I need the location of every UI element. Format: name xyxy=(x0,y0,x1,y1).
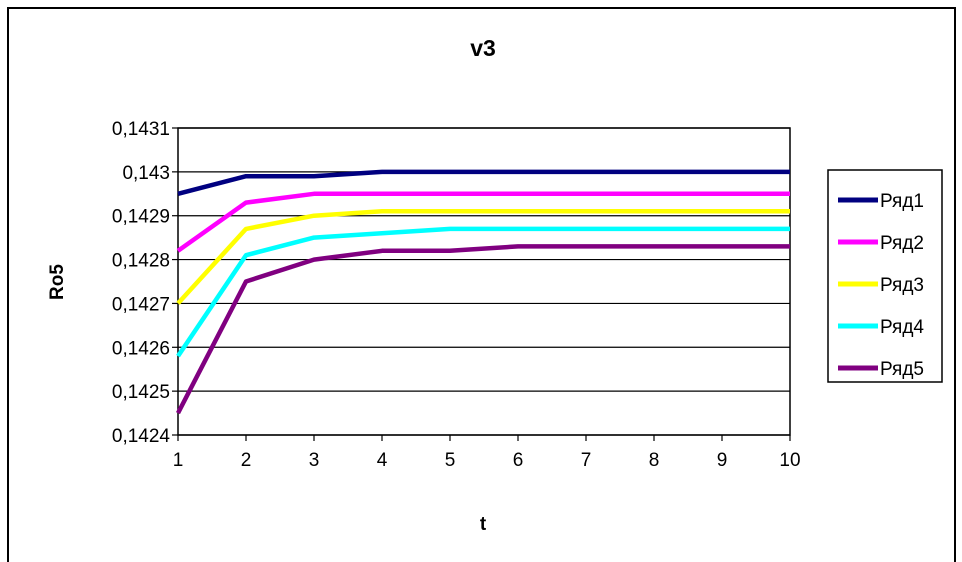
chart-border xyxy=(7,7,956,562)
x-tick-label: 1 xyxy=(173,450,184,471)
legend-label: Ряд3 xyxy=(880,275,924,296)
legend-label: Ряд1 xyxy=(880,191,924,212)
y-tick-label: 0,1426 xyxy=(112,338,170,359)
legend: Ряд1 Ряд2 Ряд3 Ряд4 Ряд5 xyxy=(827,169,943,383)
y-tick-label: 0,1428 xyxy=(112,251,170,272)
y-tick-label: 0,143 xyxy=(122,163,170,184)
x-tick-label: 5 xyxy=(445,450,456,471)
legend-label: Ряд4 xyxy=(880,317,924,338)
y-tick-label: 0,1431 xyxy=(112,119,170,140)
series-line-1 xyxy=(177,169,790,196)
chart-title: v3 xyxy=(470,35,496,61)
x-tick-label: 6 xyxy=(513,450,524,471)
y-tick-label: 0,1424 xyxy=(112,426,171,447)
x-axis-label: t xyxy=(480,514,487,535)
legend-box xyxy=(827,169,943,383)
x-tick-label: 9 xyxy=(717,450,728,471)
y-axis-label: Ro5 xyxy=(47,264,68,300)
plot-area xyxy=(177,127,791,436)
x-tick-label: 2 xyxy=(241,450,252,471)
series-line-3 xyxy=(176,209,790,305)
series-line-4 xyxy=(176,226,790,358)
y-tick-label: 0,1427 xyxy=(112,294,170,315)
legend-label: Ряд5 xyxy=(880,359,924,380)
series-line-2 xyxy=(176,191,790,253)
x-tick-label: 8 xyxy=(649,450,660,471)
y-tick-label: 0,1425 xyxy=(112,382,170,403)
x-tick-label: 10 xyxy=(779,450,800,471)
series-line-5 xyxy=(176,244,790,415)
y-tick-label: 0,1429 xyxy=(112,207,170,228)
legend-label: Ряд2 xyxy=(880,233,924,254)
x-tick-label: 7 xyxy=(581,450,592,471)
x-tick-label: 3 xyxy=(309,450,320,471)
x-tick-label: 4 xyxy=(377,450,388,471)
